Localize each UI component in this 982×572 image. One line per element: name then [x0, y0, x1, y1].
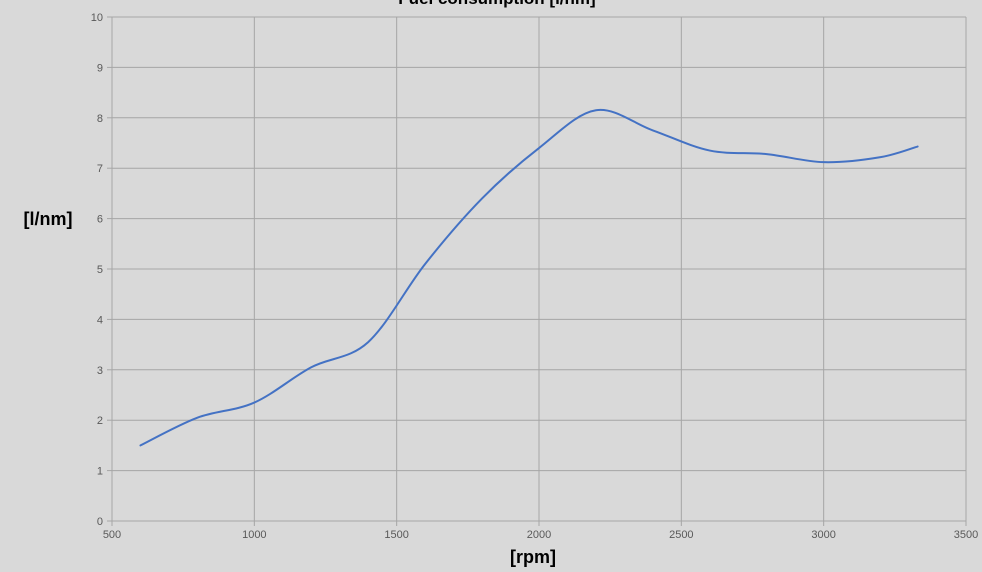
x-tick-label: 2000 — [527, 529, 551, 541]
series-line — [139, 108, 919, 447]
x-tick-labels: 500 1000 1500 2000 2500 3000 3500 — [103, 529, 978, 541]
y-tick-label: 2 — [97, 415, 103, 427]
y-tick-label: 8 — [97, 113, 103, 125]
x-tick-label: 1500 — [384, 529, 408, 541]
x-tick-label: 1000 — [242, 529, 266, 541]
y-tick-label: 7 — [97, 163, 103, 175]
y-tick-label: 3 — [97, 365, 103, 377]
x-axis-label: [rpm] — [510, 547, 556, 567]
y-axis-label: [l/nm] — [24, 209, 73, 229]
chart-title: Fuel consumption [l/nm] — [398, 0, 595, 8]
grid — [107, 16, 967, 526]
x-tick-label: 3500 — [954, 529, 978, 541]
y-tick-label: 0 — [97, 516, 103, 528]
x-tick-label: 3000 — [811, 529, 835, 541]
y-tick-labels: 0 1 2 3 4 5 6 7 8 9 10 — [91, 12, 103, 528]
x-tick-label: 2500 — [669, 529, 693, 541]
y-tick-label: 10 — [91, 12, 103, 24]
y-tick-label: 9 — [97, 62, 103, 74]
y-tick-label: 4 — [97, 314, 103, 326]
y-tick-label: 6 — [97, 214, 103, 226]
y-tick-label: 1 — [97, 466, 103, 478]
series-group — [139, 108, 919, 447]
y-tick-label: 5 — [97, 264, 103, 276]
x-tick-label: 500 — [103, 529, 121, 541]
